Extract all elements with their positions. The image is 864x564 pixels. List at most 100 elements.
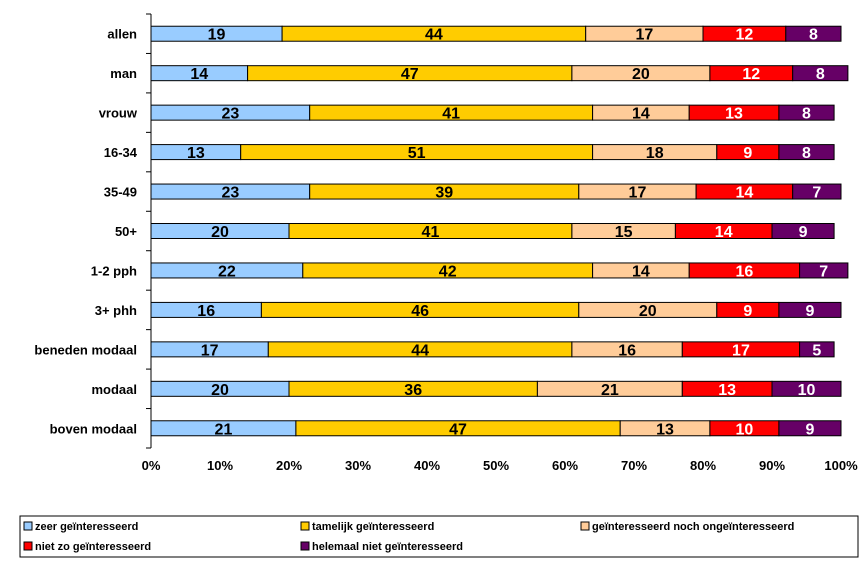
category-label: allen bbox=[107, 27, 137, 42]
bar-segment-5-6 bbox=[771, 223, 835, 239]
data-label: 21 bbox=[601, 382, 619, 399]
category-label: boven modaal bbox=[50, 421, 137, 436]
legend-swatch bbox=[300, 521, 310, 531]
data-label: 36 bbox=[404, 382, 422, 399]
data-label: 8 bbox=[802, 106, 811, 123]
data-label: 16 bbox=[197, 303, 215, 320]
legend: zeer geïnteresseerd tamelijk geïnteressee… bbox=[19, 515, 859, 558]
bar-segment-5-11 bbox=[778, 420, 842, 437]
data-label: 22 bbox=[218, 263, 236, 280]
data-label: 20 bbox=[632, 66, 650, 83]
x-tick-label: 20% bbox=[276, 458, 302, 473]
data-label: 13 bbox=[725, 106, 743, 123]
bar-segment-5-10 bbox=[771, 380, 842, 397]
data-label: 10 bbox=[736, 421, 754, 438]
category-label: 3+ phh bbox=[95, 303, 137, 318]
data-label: 13 bbox=[718, 382, 736, 399]
legend-box bbox=[19, 515, 859, 558]
data-label: 8 bbox=[802, 145, 811, 162]
data-label: 9 bbox=[805, 421, 814, 438]
data-label: 23 bbox=[221, 185, 239, 202]
category-label: 16-34 bbox=[104, 145, 138, 160]
bar-segment-5-8 bbox=[778, 301, 842, 318]
data-label: 44 bbox=[425, 27, 443, 44]
data-label: 12 bbox=[736, 27, 754, 44]
legend-swatch bbox=[23, 521, 33, 531]
category-label: 35-49 bbox=[104, 185, 137, 200]
data-label: 21 bbox=[215, 421, 233, 438]
legend-label: tamelijk geïnteresseerd bbox=[312, 521, 434, 533]
category-label: beneden modaal bbox=[34, 342, 137, 357]
legend-label: helemaal niet geïnteresseerd bbox=[312, 541, 463, 553]
axis-layer: allen man vrouw 16-34 35-49 50+ 1-2 pph 3+ phh b… bbox=[34, 13, 858, 473]
x-tick-label: 50% bbox=[483, 458, 509, 473]
data-label: 8 bbox=[816, 66, 825, 83]
data-label: 14 bbox=[632, 263, 650, 280]
data-label: 16 bbox=[736, 263, 754, 280]
data-label: 13 bbox=[187, 145, 205, 162]
data-label: 18 bbox=[646, 145, 664, 162]
data-label: 10 bbox=[798, 382, 816, 399]
x-tick-label: 90% bbox=[759, 458, 785, 473]
data-label: 19 bbox=[208, 27, 226, 44]
data-label: 39 bbox=[435, 185, 453, 202]
data-label: 20 bbox=[211, 382, 229, 399]
bar-segment-5-3 bbox=[778, 104, 835, 121]
x-tick-label: 10% bbox=[207, 458, 233, 473]
data-label: 17 bbox=[629, 185, 647, 202]
data-label: 8 bbox=[809, 27, 818, 44]
data-label: 13 bbox=[656, 421, 674, 438]
category-label: 1-2 pph bbox=[91, 263, 137, 278]
bars-layer: 19 44 17 12 8 14 47 20 12 8 23 41 14 13 8 13 51 18 9 8 23 39 1… bbox=[150, 25, 849, 438]
data-label: 46 bbox=[411, 303, 429, 320]
data-label: 17 bbox=[635, 27, 653, 44]
data-label: 47 bbox=[401, 66, 419, 83]
data-label: 9 bbox=[799, 224, 808, 241]
data-label: 17 bbox=[732, 342, 750, 359]
category-label: 50+ bbox=[115, 224, 137, 239]
x-tick-label: 40% bbox=[414, 458, 440, 473]
category-label: man bbox=[110, 66, 137, 81]
data-label: 7 bbox=[819, 263, 828, 280]
legend-label: niet zo geïnteresseerd bbox=[35, 541, 151, 553]
data-label: 5 bbox=[812, 342, 821, 359]
legend-swatch bbox=[580, 521, 590, 531]
data-label: 12 bbox=[742, 66, 760, 83]
data-label: 7 bbox=[812, 185, 821, 202]
bar-segment-5-9 bbox=[799, 341, 835, 358]
data-label: 47 bbox=[449, 421, 467, 438]
x-tick-label: 0% bbox=[142, 458, 161, 473]
x-tick-label: 80% bbox=[690, 458, 716, 473]
legend-swatch bbox=[23, 541, 33, 551]
legend-label: zeer geïnteresseerd bbox=[35, 521, 138, 533]
data-label: 41 bbox=[442, 106, 460, 123]
data-label: 51 bbox=[408, 145, 426, 162]
data-label: 14 bbox=[190, 66, 208, 83]
category-label: vrouw bbox=[99, 106, 138, 121]
data-label: 41 bbox=[422, 224, 440, 241]
data-label: 20 bbox=[211, 224, 229, 241]
bar-segment-5-1 bbox=[785, 25, 842, 42]
legend-label: geïnteresseerd noch ongeïnteresseerd bbox=[592, 521, 794, 533]
bar-segment-5-4 bbox=[778, 144, 835, 161]
x-tick-label: 100% bbox=[824, 458, 858, 473]
x-tick-label: 70% bbox=[621, 458, 647, 473]
data-label: 15 bbox=[615, 224, 633, 241]
bar-segment-5-7 bbox=[799, 262, 849, 279]
data-label: 16 bbox=[618, 342, 636, 359]
data-label: 9 bbox=[743, 145, 752, 162]
bar-segment-5-5 bbox=[792, 183, 842, 200]
data-label: 14 bbox=[632, 106, 650, 123]
x-tick-label: 60% bbox=[552, 458, 578, 473]
data-label: 42 bbox=[439, 263, 457, 280]
data-label: 44 bbox=[411, 342, 429, 359]
category-label: modaal bbox=[91, 382, 137, 397]
data-label: 9 bbox=[743, 303, 752, 320]
data-label: 14 bbox=[715, 224, 733, 241]
data-label: 14 bbox=[736, 185, 754, 202]
data-label: 20 bbox=[639, 303, 657, 320]
data-label: 17 bbox=[201, 342, 219, 359]
data-label: 23 bbox=[221, 106, 239, 123]
x-tick-label: 30% bbox=[345, 458, 371, 473]
